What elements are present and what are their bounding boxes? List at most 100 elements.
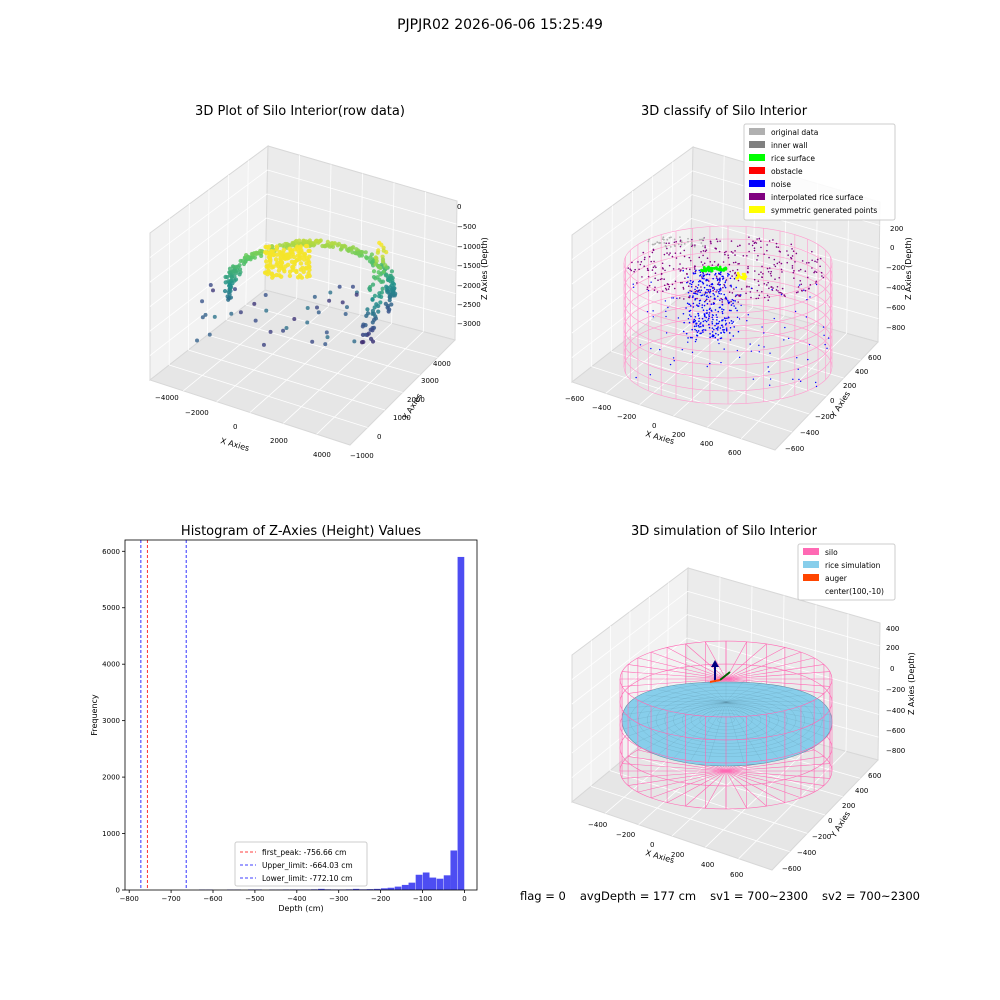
original-point <box>658 242 661 245</box>
surface-point <box>654 272 657 275</box>
surface-point <box>766 294 769 297</box>
noise-point <box>712 286 714 289</box>
raw-3d-plot[interactable]: −4000 −2000 0 2000 4000 X Axies −1000 0 … <box>135 130 490 470</box>
surface-point <box>725 279 728 281</box>
surface-point <box>673 287 676 290</box>
data-point <box>261 342 266 347</box>
noise-point <box>693 292 695 294</box>
data-point <box>270 275 275 280</box>
original-point <box>679 236 681 238</box>
silo-wireframe-front <box>619 678 833 810</box>
data-point <box>386 277 391 282</box>
surface-point <box>634 268 636 271</box>
noise-point <box>806 298 808 301</box>
surface-point <box>707 290 710 293</box>
noise-point <box>689 305 692 307</box>
surface-point <box>654 286 656 289</box>
legend-swatch <box>749 167 765 174</box>
noise-point <box>794 310 797 313</box>
surface-point <box>778 261 781 263</box>
noise-point <box>824 343 826 346</box>
surface-point <box>778 291 780 294</box>
surface-point <box>777 246 780 249</box>
surface-point <box>648 284 651 287</box>
surface-point <box>734 250 736 252</box>
grid-line <box>149 265 266 356</box>
noise-point <box>707 296 710 299</box>
legend: original data inner wall rice surface obsta… <box>743 123 896 221</box>
x-tick-label: −400 <box>287 895 306 903</box>
symmetric-point <box>736 276 739 280</box>
data-point <box>354 247 359 252</box>
surface-point <box>663 278 665 281</box>
surface-point <box>663 253 666 256</box>
simulation-3d-plot[interactable]: −400 −200 0 200 400 600 X Axies −600 −40… <box>560 540 920 885</box>
surface-point <box>717 263 720 266</box>
y-tick: 400 <box>855 368 868 376</box>
surface-point <box>715 238 718 240</box>
x-tick-label: −100 <box>413 895 432 903</box>
x-tick-label: 0 <box>462 895 466 903</box>
surface-point <box>684 277 686 280</box>
surface-point <box>718 281 720 284</box>
surface-point <box>753 247 756 249</box>
surface-point <box>761 276 763 278</box>
legend-swatch <box>803 561 819 568</box>
noise-point <box>715 332 717 335</box>
noise-point <box>711 283 714 286</box>
rice-mesh-line <box>707 701 727 764</box>
surface-point <box>689 290 691 292</box>
data-point <box>344 305 349 310</box>
surface-point <box>694 290 697 293</box>
y-tick: 200 <box>843 382 856 390</box>
noise-point <box>722 328 724 331</box>
surface-point <box>648 255 651 258</box>
x-tick: 400 <box>700 440 713 448</box>
noise-point <box>681 348 684 351</box>
histogram-plot[interactable]: −800 −700 −600 −500 −400 −300 −200 −100 0 0 1000 20… <box>80 535 490 920</box>
surface-point <box>691 238 693 241</box>
data-point <box>287 273 293 279</box>
surface-point <box>646 267 649 270</box>
surface-point <box>710 285 712 288</box>
surface-point <box>814 270 816 273</box>
surface-point <box>775 246 778 248</box>
noise-point <box>711 321 713 323</box>
noise-point <box>763 346 765 348</box>
surface-point <box>704 250 707 253</box>
noise-point <box>728 301 731 304</box>
surface-point <box>719 240 721 242</box>
surface-point <box>682 288 685 290</box>
noise-point <box>702 274 704 276</box>
surface-point <box>730 250 733 253</box>
noise-point <box>690 315 692 318</box>
surface-point <box>674 280 677 283</box>
noise-point <box>710 303 713 305</box>
rice-mesh-line <box>707 680 727 703</box>
noise-point <box>716 289 718 291</box>
surface-point <box>732 288 735 290</box>
data-point <box>301 252 307 257</box>
noise-point <box>717 295 719 298</box>
data-point <box>352 339 357 344</box>
histogram-bar <box>415 874 423 890</box>
histogram-bar <box>450 850 458 890</box>
classify-3d-plot[interactable]: −600 −400 −200 0 200 400 600 X Axies −60… <box>560 120 920 470</box>
rice-mesh-line <box>658 701 727 755</box>
noise-point <box>695 325 698 327</box>
data-point <box>381 248 386 253</box>
noise-point <box>694 340 697 343</box>
surface-point <box>815 282 817 284</box>
noise-point <box>717 322 720 325</box>
noise-point <box>724 286 727 289</box>
rice-mesh-line <box>725 689 794 703</box>
noise-point <box>715 314 718 316</box>
z-tick: −400 <box>886 284 905 292</box>
noise-point <box>711 331 714 333</box>
data-point <box>210 288 215 293</box>
surface-point <box>820 271 823 274</box>
data-point <box>253 318 258 323</box>
noise-point <box>732 299 735 302</box>
surface-point <box>740 288 743 290</box>
surface-point <box>747 265 749 268</box>
